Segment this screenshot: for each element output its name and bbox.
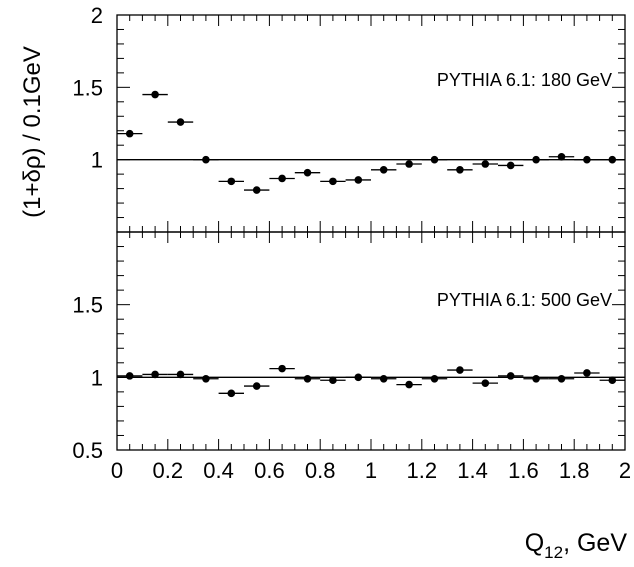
y-tick-label: 2 bbox=[91, 3, 103, 28]
data-point bbox=[125, 372, 134, 380]
x-axis-label-main: Q bbox=[525, 529, 544, 557]
data-point bbox=[430, 155, 439, 164]
data-point bbox=[227, 177, 236, 186]
y-tick-label: 1.5 bbox=[72, 75, 103, 100]
data-point bbox=[557, 374, 566, 383]
data-point bbox=[176, 118, 185, 126]
data-point bbox=[405, 380, 413, 389]
data-point bbox=[125, 129, 134, 138]
data-point bbox=[252, 382, 261, 390]
data-point bbox=[456, 165, 464, 174]
x-tick-label: 0.8 bbox=[305, 458, 336, 483]
data-point bbox=[202, 155, 210, 164]
x-tick-label: 0.4 bbox=[203, 458, 234, 483]
data-point bbox=[532, 155, 540, 164]
data-point bbox=[532, 374, 540, 383]
x-tick-label: 0 bbox=[111, 458, 123, 483]
x-tick-label: 1 bbox=[365, 458, 377, 483]
x-tick-label: 0.6 bbox=[254, 458, 285, 483]
x-axis-label-subscript: 12 bbox=[544, 543, 563, 562]
data-point bbox=[303, 168, 312, 177]
data-point bbox=[405, 160, 413, 168]
data-point bbox=[557, 152, 566, 161]
x-tick-label: 2 bbox=[619, 458, 631, 483]
data-point bbox=[252, 186, 261, 194]
y-axis-label: (1+δρ) / 0.1GeV bbox=[19, 46, 46, 218]
panel-frame bbox=[116, 231, 626, 451]
data-point bbox=[608, 376, 617, 385]
data-point bbox=[481, 379, 490, 387]
data-point bbox=[583, 369, 591, 377]
data-point bbox=[456, 366, 464, 374]
panel-frame bbox=[116, 14, 626, 233]
data-point bbox=[430, 374, 439, 383]
data-point bbox=[176, 370, 185, 379]
y-tick-label: 1 bbox=[91, 365, 103, 390]
panel-annotation: PYTHIA 6.1: 500 GeV bbox=[437, 290, 612, 310]
x-tick-label: 0.2 bbox=[153, 458, 184, 483]
x-tick-label: 1.6 bbox=[508, 458, 539, 483]
data-point bbox=[151, 370, 159, 379]
panel-annotation: PYTHIA 6.1: 180 GeV bbox=[437, 70, 612, 90]
data-point bbox=[354, 373, 363, 382]
data-point bbox=[278, 364, 286, 373]
data-point bbox=[227, 389, 236, 398]
data-point bbox=[608, 155, 617, 164]
data-point bbox=[329, 177, 337, 186]
data-point bbox=[583, 155, 591, 164]
data-point bbox=[506, 372, 515, 380]
x-tick-label: 1.8 bbox=[559, 458, 590, 483]
x-tick-label: 1.2 bbox=[407, 458, 438, 483]
y-tick-label: 1.5 bbox=[72, 293, 103, 318]
data-point bbox=[379, 165, 388, 174]
y-tick-label: 1 bbox=[91, 148, 103, 173]
x-axis-label: Q12, GeV bbox=[525, 529, 628, 562]
x-axis-label-unit: , GeV bbox=[563, 529, 627, 557]
x-tick-label: 1.4 bbox=[457, 458, 488, 483]
data-point bbox=[481, 160, 490, 168]
data-point bbox=[354, 176, 363, 184]
data-point bbox=[329, 376, 337, 385]
data-point bbox=[278, 174, 286, 183]
data-point bbox=[303, 374, 312, 383]
marks-layer bbox=[117, 90, 625, 398]
text-layer: 1 1.5 2 PYTHIA 6.1: 180 GeV 0.5 1 1.5 PYTHIA 6.… bbox=[19, 3, 631, 562]
data-point bbox=[379, 374, 388, 383]
data-point bbox=[151, 90, 159, 99]
y-tick-label: 0.5 bbox=[72, 438, 103, 463]
data-point bbox=[506, 161, 515, 170]
data-point bbox=[202, 374, 210, 383]
